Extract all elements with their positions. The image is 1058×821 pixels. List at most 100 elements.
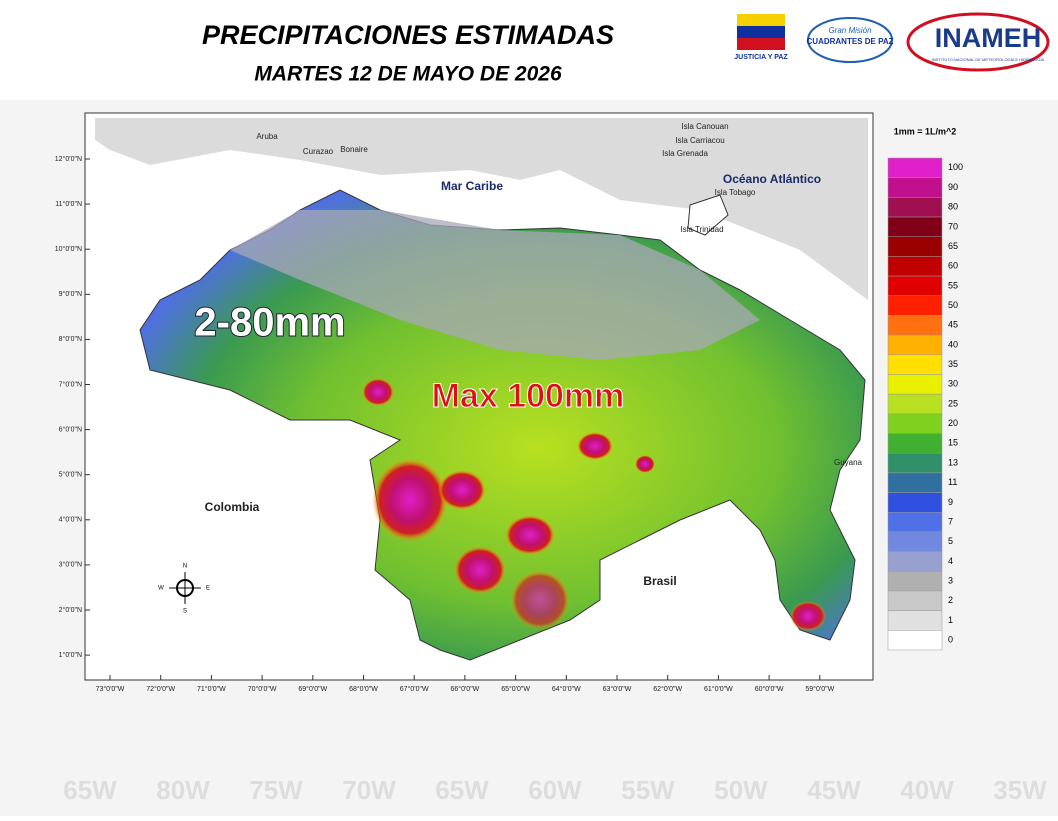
legend-swatch [887,177,943,198]
lon-tick-label: 70°0'0"W [248,685,277,693]
legend-label: 9 [948,497,953,507]
heavy-rain [372,458,448,542]
legend-swatch [887,374,943,395]
map-label: Isla Grenada [662,149,708,158]
legend-swatch [887,354,943,375]
lon-tick-label: 69°0'0"W [298,685,327,693]
heavy-rain [362,378,394,406]
lon-tick-label: 59°0'0"W [805,685,834,693]
lat-tick-label: 3°0'0"N [59,561,82,569]
legend-swatch [887,157,943,178]
compass-letter: W [158,586,164,592]
legend-swatch [887,590,943,611]
heavy-rain [790,601,826,631]
legend-label: 25 [948,398,958,408]
map-label: Curazao [303,147,334,156]
heavy-rain [510,570,570,630]
heavy-rain [635,455,655,473]
background-tick: 65W [435,775,489,805]
legend-label: 13 [948,457,958,467]
legend-swatch [887,630,943,651]
flag [737,26,785,38]
lat-tick-label: 6°0'0"N [59,425,82,433]
background-tick: 35W [993,775,1047,805]
map-label: Isla Tobago [715,188,756,197]
map-label: Bonaire [340,145,368,154]
legend-label: 30 [948,379,958,389]
title: PRECIPITACIONES ESTIMADAS [202,20,614,50]
background-tick: 40W [900,775,954,805]
logo-text: CUADRANTES DE PAZ [807,37,894,46]
background-tick: 80W [156,775,210,805]
legend-label: 2 [948,595,953,605]
logo-text: INSTITUTO NACIONAL DE METEOROLOGÍA E HID… [932,57,1045,62]
heavy-rain [577,432,613,460]
map-label: Isla Canouan [681,122,728,131]
legend-label: 5 [948,536,953,546]
flag [737,38,785,50]
legend-label: 80 [948,202,958,212]
map-ticks: 12°0'0"N 11°0'0"N 10°0'0"N 9°0'0"N 8°0'0"N 7°… [55,155,835,693]
heavy-rain [438,470,486,510]
legend-label: 70 [948,221,958,231]
lon-tick-label: 63°0'0"W [603,685,632,693]
lat-tick-label: 12°0'0"N [55,155,82,163]
compass-letter: E [206,586,210,592]
legend-swatch [887,393,943,415]
legend-swatch [887,275,943,297]
legend-label: 40 [948,339,958,349]
dry-zone [230,210,760,360]
legend-swatch [887,216,943,237]
max-label: Max 100mm [432,377,625,415]
heavy-rain [505,515,555,555]
logo-ring [906,12,1050,72]
lat-tick-label: 7°0'0"N [59,380,82,388]
heavy-rain [454,546,506,594]
lon-tick-label: 62°0'0"W [653,685,682,693]
background-tick: 60W [528,775,582,805]
legend-label: 3 [948,575,953,585]
lon-tick-label: 66°0'0"W [450,685,479,693]
lat-tick-label: 4°0'0"N [59,516,82,524]
map-label: Isla Carriacou [675,136,724,145]
background-tick: 55W [621,775,675,805]
legend-swatch [887,531,943,552]
legend-label: 20 [948,418,958,428]
logos: JUSTICIA Y PAZ Gran Misión CUADRANTES DE… [734,12,1050,72]
legend-unit: 1mm = 1L/m^2 [894,126,957,136]
map-label: Colombia [205,500,260,514]
legend-swatch [887,236,943,257]
trinidad [687,194,729,236]
compass-letter: S [183,609,187,615]
legend-swatch [887,315,943,336]
legend-label: 4 [948,556,953,566]
logo-ring [807,17,893,63]
legend-label: 11 [948,477,957,487]
legend-label: 0 [948,635,953,645]
legend-label: 90 [948,182,958,192]
map-label: Aruba [256,132,278,141]
lon-tick-label: 64°0'0"W [552,685,581,693]
lat-tick-label: 10°0'0"N [55,245,82,253]
legend: 1009080706560555045403530252015131197543… [887,157,963,651]
legend-swatch [887,334,943,356]
legend-label: 60 [948,261,958,271]
subtitle: MARTES 12 DE MAYO DE 2026 [254,63,562,86]
lat-tick-label: 1°0'0"N [59,651,82,659]
logo-text: JUSTICIA Y PAZ [734,54,788,61]
legend-swatch [887,452,943,474]
lon-tick-label: 60°0'0"W [755,685,784,693]
background-tick: 65W [63,775,117,805]
legend-swatch [887,511,943,533]
logo-text: Gran Misión [828,26,872,35]
map-label: Guyana [834,458,863,467]
lon-tick-label: 65°0'0"W [501,685,530,693]
compass: N S E W [158,564,210,615]
legend-label: 15 [948,438,958,448]
legend-label: 45 [948,320,958,330]
cloud-area [95,118,868,300]
background-tick: 70W [342,775,396,805]
legend-swatch [887,610,943,631]
